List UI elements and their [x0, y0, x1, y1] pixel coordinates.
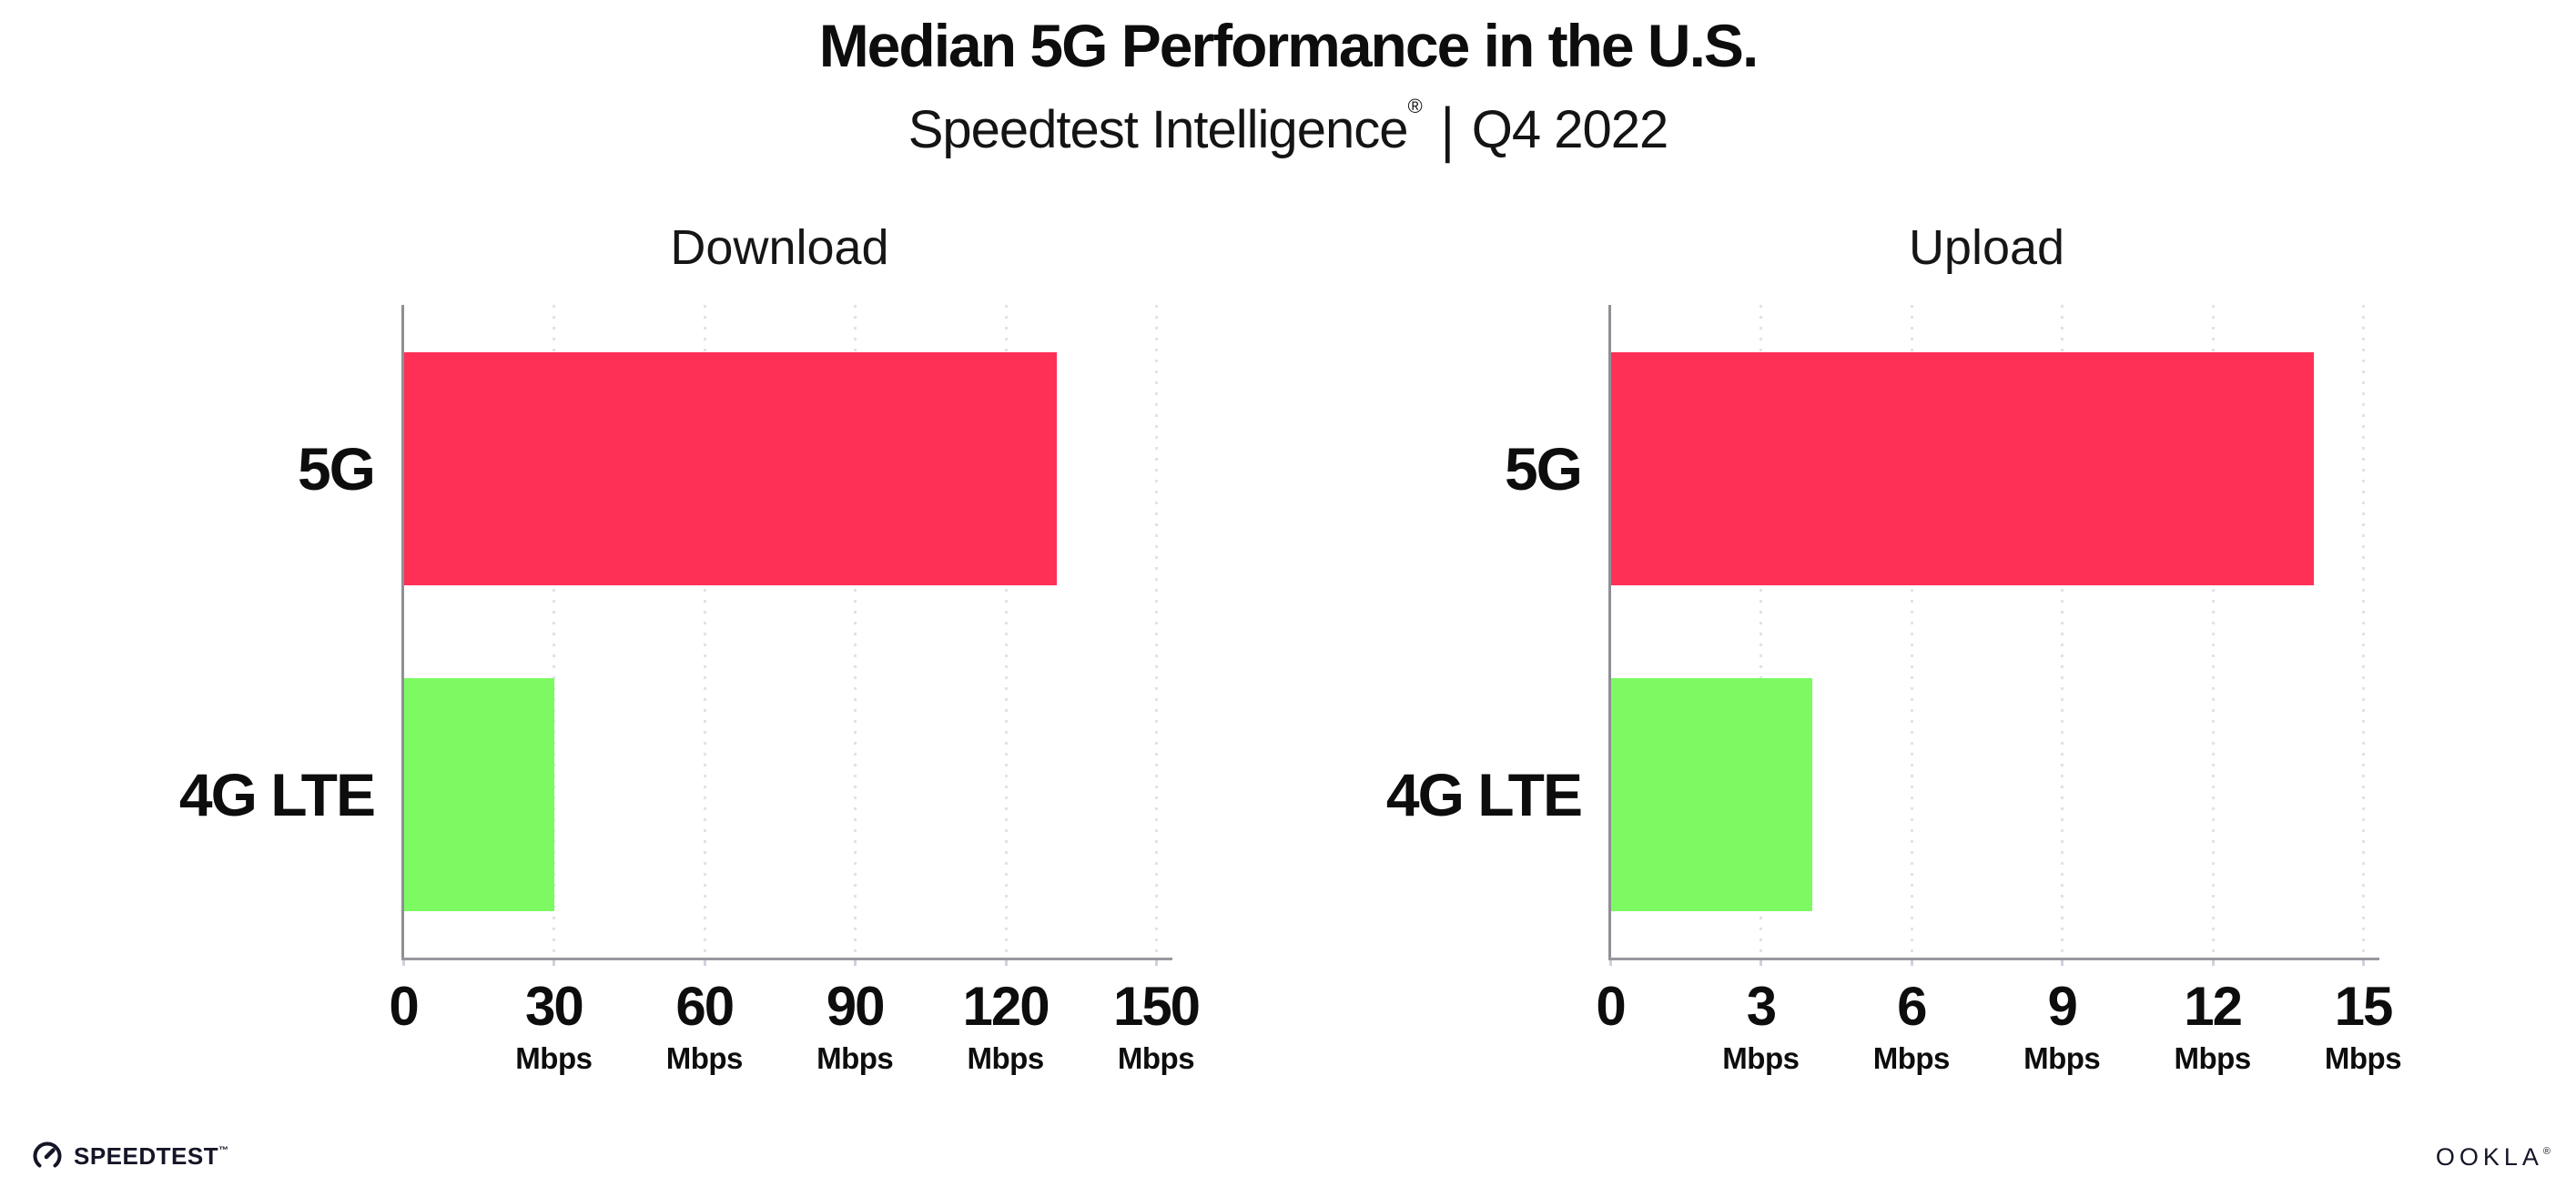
trademark-mark: ™ — [218, 1144, 229, 1156]
x-tick-mark-150 — [1155, 960, 1158, 966]
x-tick-label-9: 9 Mbps — [2023, 976, 2101, 1075]
gridline-3 — [1760, 305, 1763, 958]
speedtest-wordmark-text: SPEEDTEST — [74, 1141, 219, 1170]
page-subtitle: Speedtest Intelligence® | Q4 2022 — [0, 95, 2576, 164]
chart-title: Upload — [1908, 220, 2065, 275]
chart-download: Download 0 30 Mbps 60 Mbps 90 Mbps 120 Mbps 150 Mb… — [179, 220, 1201, 1073]
page-title: Median 5G Performance in the U.S. — [818, 12, 1760, 79]
registered-mark: ® — [1407, 95, 1423, 117]
bar-4g-lte — [1611, 678, 1812, 912]
subtitle-period: Q4 2022 — [1471, 100, 1669, 159]
x-tick-label-120: 120 Mbps — [962, 976, 1050, 1075]
x-tick-number: 6 — [1897, 976, 1927, 1037]
x-tick-label-30: 30 Mbps — [515, 976, 593, 1075]
x-tick-unit: Mbps — [665, 1041, 744, 1075]
gridline-60 — [703, 305, 706, 958]
x-tick-number: 150 — [1112, 976, 1201, 1037]
x-tick-mark-0 — [1609, 960, 1612, 966]
chart-upload: Upload 0 3 Mbps 6 Mbps 9 Mbps 12 Mbps 15 Mbps 5G 4G … — [1386, 220, 2402, 1073]
y-label-4g-lte: 4G LTE — [178, 761, 376, 829]
speedtest-gauge-icon — [33, 1141, 62, 1168]
ookla-logo: OOKLA® — [2436, 1143, 2551, 1172]
x-tick-label-3: 3 Mbps — [1722, 976, 1800, 1075]
x-tick-unit: Mbps — [2174, 1041, 2252, 1075]
x-tick-number: 60 — [675, 976, 735, 1037]
plot-area: 0 30 Mbps 60 Mbps 90 Mbps 120 Mbps 150 Mbps 5G 4G LT… — [179, 305, 1201, 1073]
gridline-120 — [1004, 305, 1008, 958]
x-axis-line — [1608, 958, 2379, 960]
gridline-15 — [2362, 305, 2365, 958]
speedtest-wordmark: SPEEDTEST™ — [74, 1142, 229, 1171]
x-tick-mark-60 — [703, 960, 706, 966]
x-tick-label-150: 150 Mbps — [1112, 976, 1201, 1075]
x-tick-number: 120 — [962, 976, 1050, 1037]
bar-5g — [404, 351, 1057, 585]
x-tick-unit: Mbps — [1722, 1041, 1800, 1075]
x-tick-unit: Mbps — [967, 1041, 1045, 1075]
x-tick-unit: Mbps — [2023, 1041, 2101, 1075]
x-tick-unit: Mbps — [2324, 1041, 2402, 1075]
x-tick-label-0: 0 — [389, 976, 419, 1037]
x-tick-number: 90 — [826, 976, 886, 1037]
bar-4g-lte — [404, 678, 555, 912]
y-label-5g: 5G — [1504, 434, 1583, 502]
x-tick-label-0: 0 — [1596, 976, 1626, 1037]
y-axis-line — [401, 305, 404, 958]
subtitle-brand: Speedtest Intelligence — [908, 100, 1409, 159]
x-tick-number: 12 — [2184, 976, 2243, 1037]
x-tick-number: 30 — [525, 976, 584, 1037]
x-tick-label-6: 6 Mbps — [1872, 976, 1951, 1075]
registered-mark: ® — [2542, 1146, 2551, 1157]
gridline-30 — [553, 305, 556, 958]
x-tick-unit: Mbps — [1872, 1041, 1951, 1075]
x-tick-mark-30 — [553, 960, 556, 966]
x-tick-mark-3 — [1760, 960, 1763, 966]
plot-area: 0 3 Mbps 6 Mbps 9 Mbps 12 Mbps 15 Mbps 5G 4G LTE — [1386, 305, 2402, 1073]
bar-5g — [1611, 351, 2314, 585]
x-tick-mark-0 — [402, 960, 405, 966]
gridline-6 — [1910, 305, 1913, 958]
x-tick-mark-90 — [854, 960, 857, 966]
gridline-150 — [1155, 305, 1158, 958]
ookla-wordmark: OOKLA® — [2436, 1143, 2551, 1172]
x-tick-label-90: 90 Mbps — [816, 976, 894, 1075]
x-tick-number: 15 — [2334, 976, 2394, 1037]
ookla-wordmark-text: OOKLA — [2435, 1143, 2543, 1171]
y-axis-line — [1608, 305, 1611, 958]
chart-title: Download — [670, 220, 889, 275]
x-tick-label-60: 60 Mbps — [665, 976, 744, 1075]
x-tick-number: 0 — [1596, 976, 1626, 1037]
x-tick-mark-12 — [2211, 960, 2215, 966]
x-tick-mark-9 — [2061, 960, 2064, 966]
x-tick-mark-15 — [2362, 960, 2365, 966]
speedtest-logo: SPEEDTEST™ — [31, 1140, 229, 1172]
subtitle-divider: | — [1440, 96, 1455, 164]
y-label-4g-lte: 4G LTE — [1385, 761, 1583, 829]
x-tick-number: 3 — [1746, 976, 1777, 1037]
x-tick-mark-120 — [1004, 960, 1008, 966]
x-tick-number: 9 — [2047, 976, 2077, 1037]
gridline-12 — [2211, 305, 2215, 958]
gridline-90 — [854, 305, 857, 958]
gridline-9 — [2061, 305, 2064, 958]
y-label-5g: 5G — [297, 434, 376, 502]
x-tick-number: 0 — [389, 976, 419, 1037]
x-tick-unit: Mbps — [515, 1041, 593, 1075]
x-tick-label-15: 15 Mbps — [2324, 976, 2402, 1075]
x-tick-unit: Mbps — [1117, 1041, 1195, 1075]
x-axis-line — [401, 958, 1172, 960]
x-tick-mark-6 — [1910, 960, 1913, 966]
x-tick-label-12: 12 Mbps — [2174, 976, 2252, 1075]
x-tick-unit: Mbps — [816, 1041, 894, 1075]
